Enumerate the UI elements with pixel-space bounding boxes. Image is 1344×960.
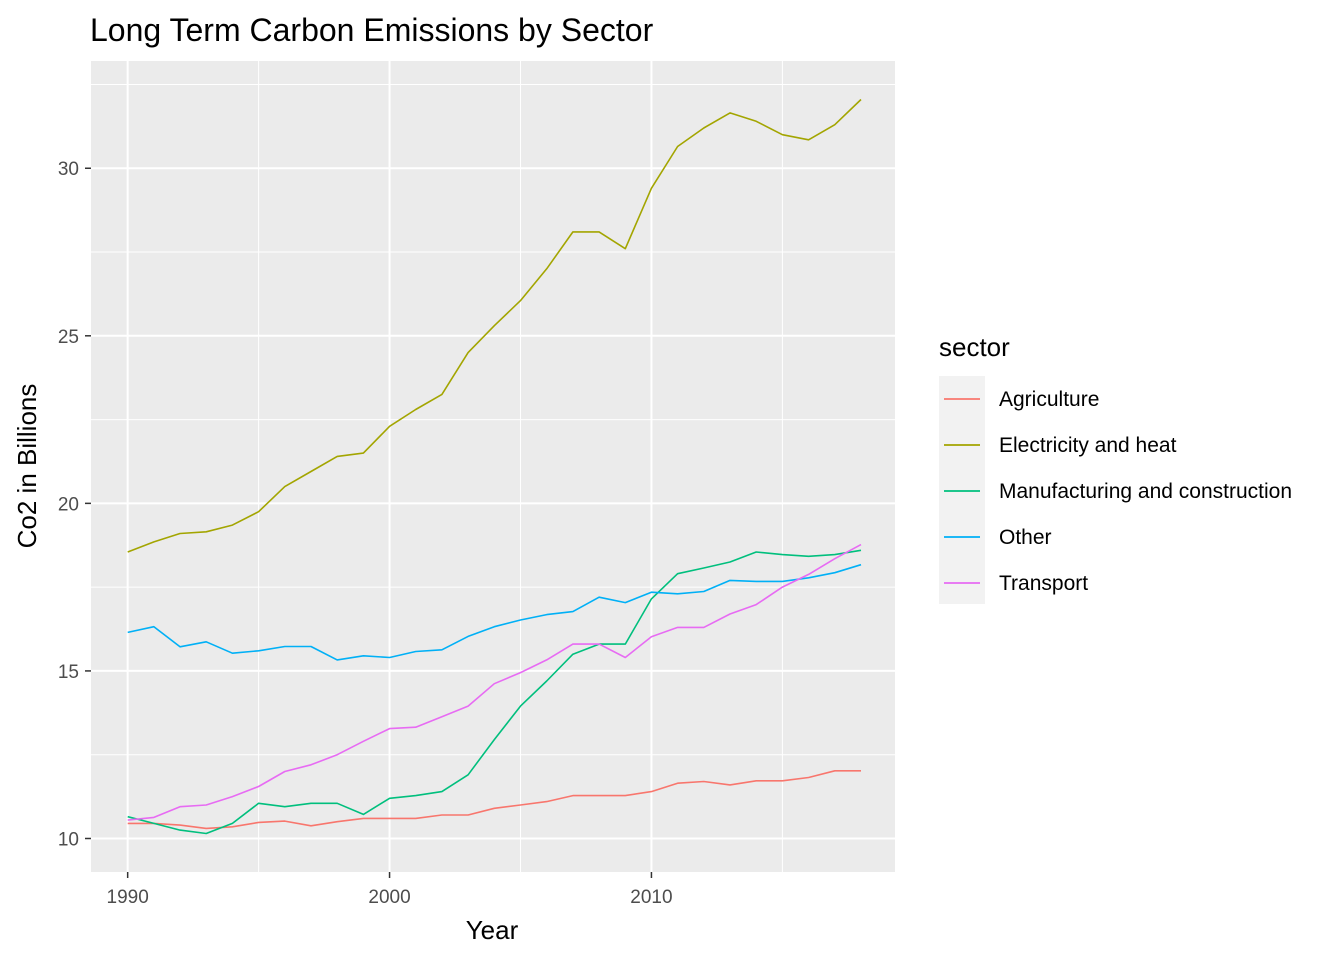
x-axis: 1990 2000 2010: [107, 872, 673, 908]
y-tick-label: 30: [58, 159, 79, 180]
series-line-electricity-and-heat: [127, 98, 862, 553]
legend-label-manufacturing-and-construction: Manufacturing and construction: [999, 480, 1292, 503]
legend-label-agriculture: Agriculture: [999, 388, 1099, 411]
legend-title: sector: [939, 332, 1010, 362]
legend-key-background: [939, 376, 985, 604]
series-line-other: [127, 563, 862, 661]
series-line-transport: [127, 543, 862, 821]
plot-panel: [91, 61, 895, 872]
legend-label-electricity-and-heat: Electricity and heat: [999, 434, 1177, 457]
legend: sector Agriculture Electricity and heat Ma…: [939, 332, 1292, 604]
chart-title: Long Term Carbon Emissions by Sector: [90, 12, 654, 48]
series-line-agriculture: [127, 769, 861, 830]
legend-label-other: Other: [999, 526, 1052, 549]
y-axis: 10 15 20 25 30: [58, 159, 91, 850]
x-tick-label: 1990: [107, 887, 149, 908]
x-tick-label: 2010: [630, 887, 672, 908]
legend-label-transport: Transport: [999, 572, 1088, 595]
y-axis-title: Co2 in Billions: [12, 384, 42, 549]
y-tick-label: 20: [58, 494, 79, 515]
series-line-manufacturing-and-construction: [127, 549, 862, 835]
series-lines: [127, 98, 862, 835]
y-tick-label: 25: [58, 327, 79, 348]
x-axis-title: Year: [466, 915, 519, 945]
gridlines: [91, 61, 895, 872]
x-tick-label: 2000: [368, 887, 410, 908]
y-tick-label: 15: [58, 662, 79, 683]
y-tick-label: 10: [58, 829, 79, 850]
